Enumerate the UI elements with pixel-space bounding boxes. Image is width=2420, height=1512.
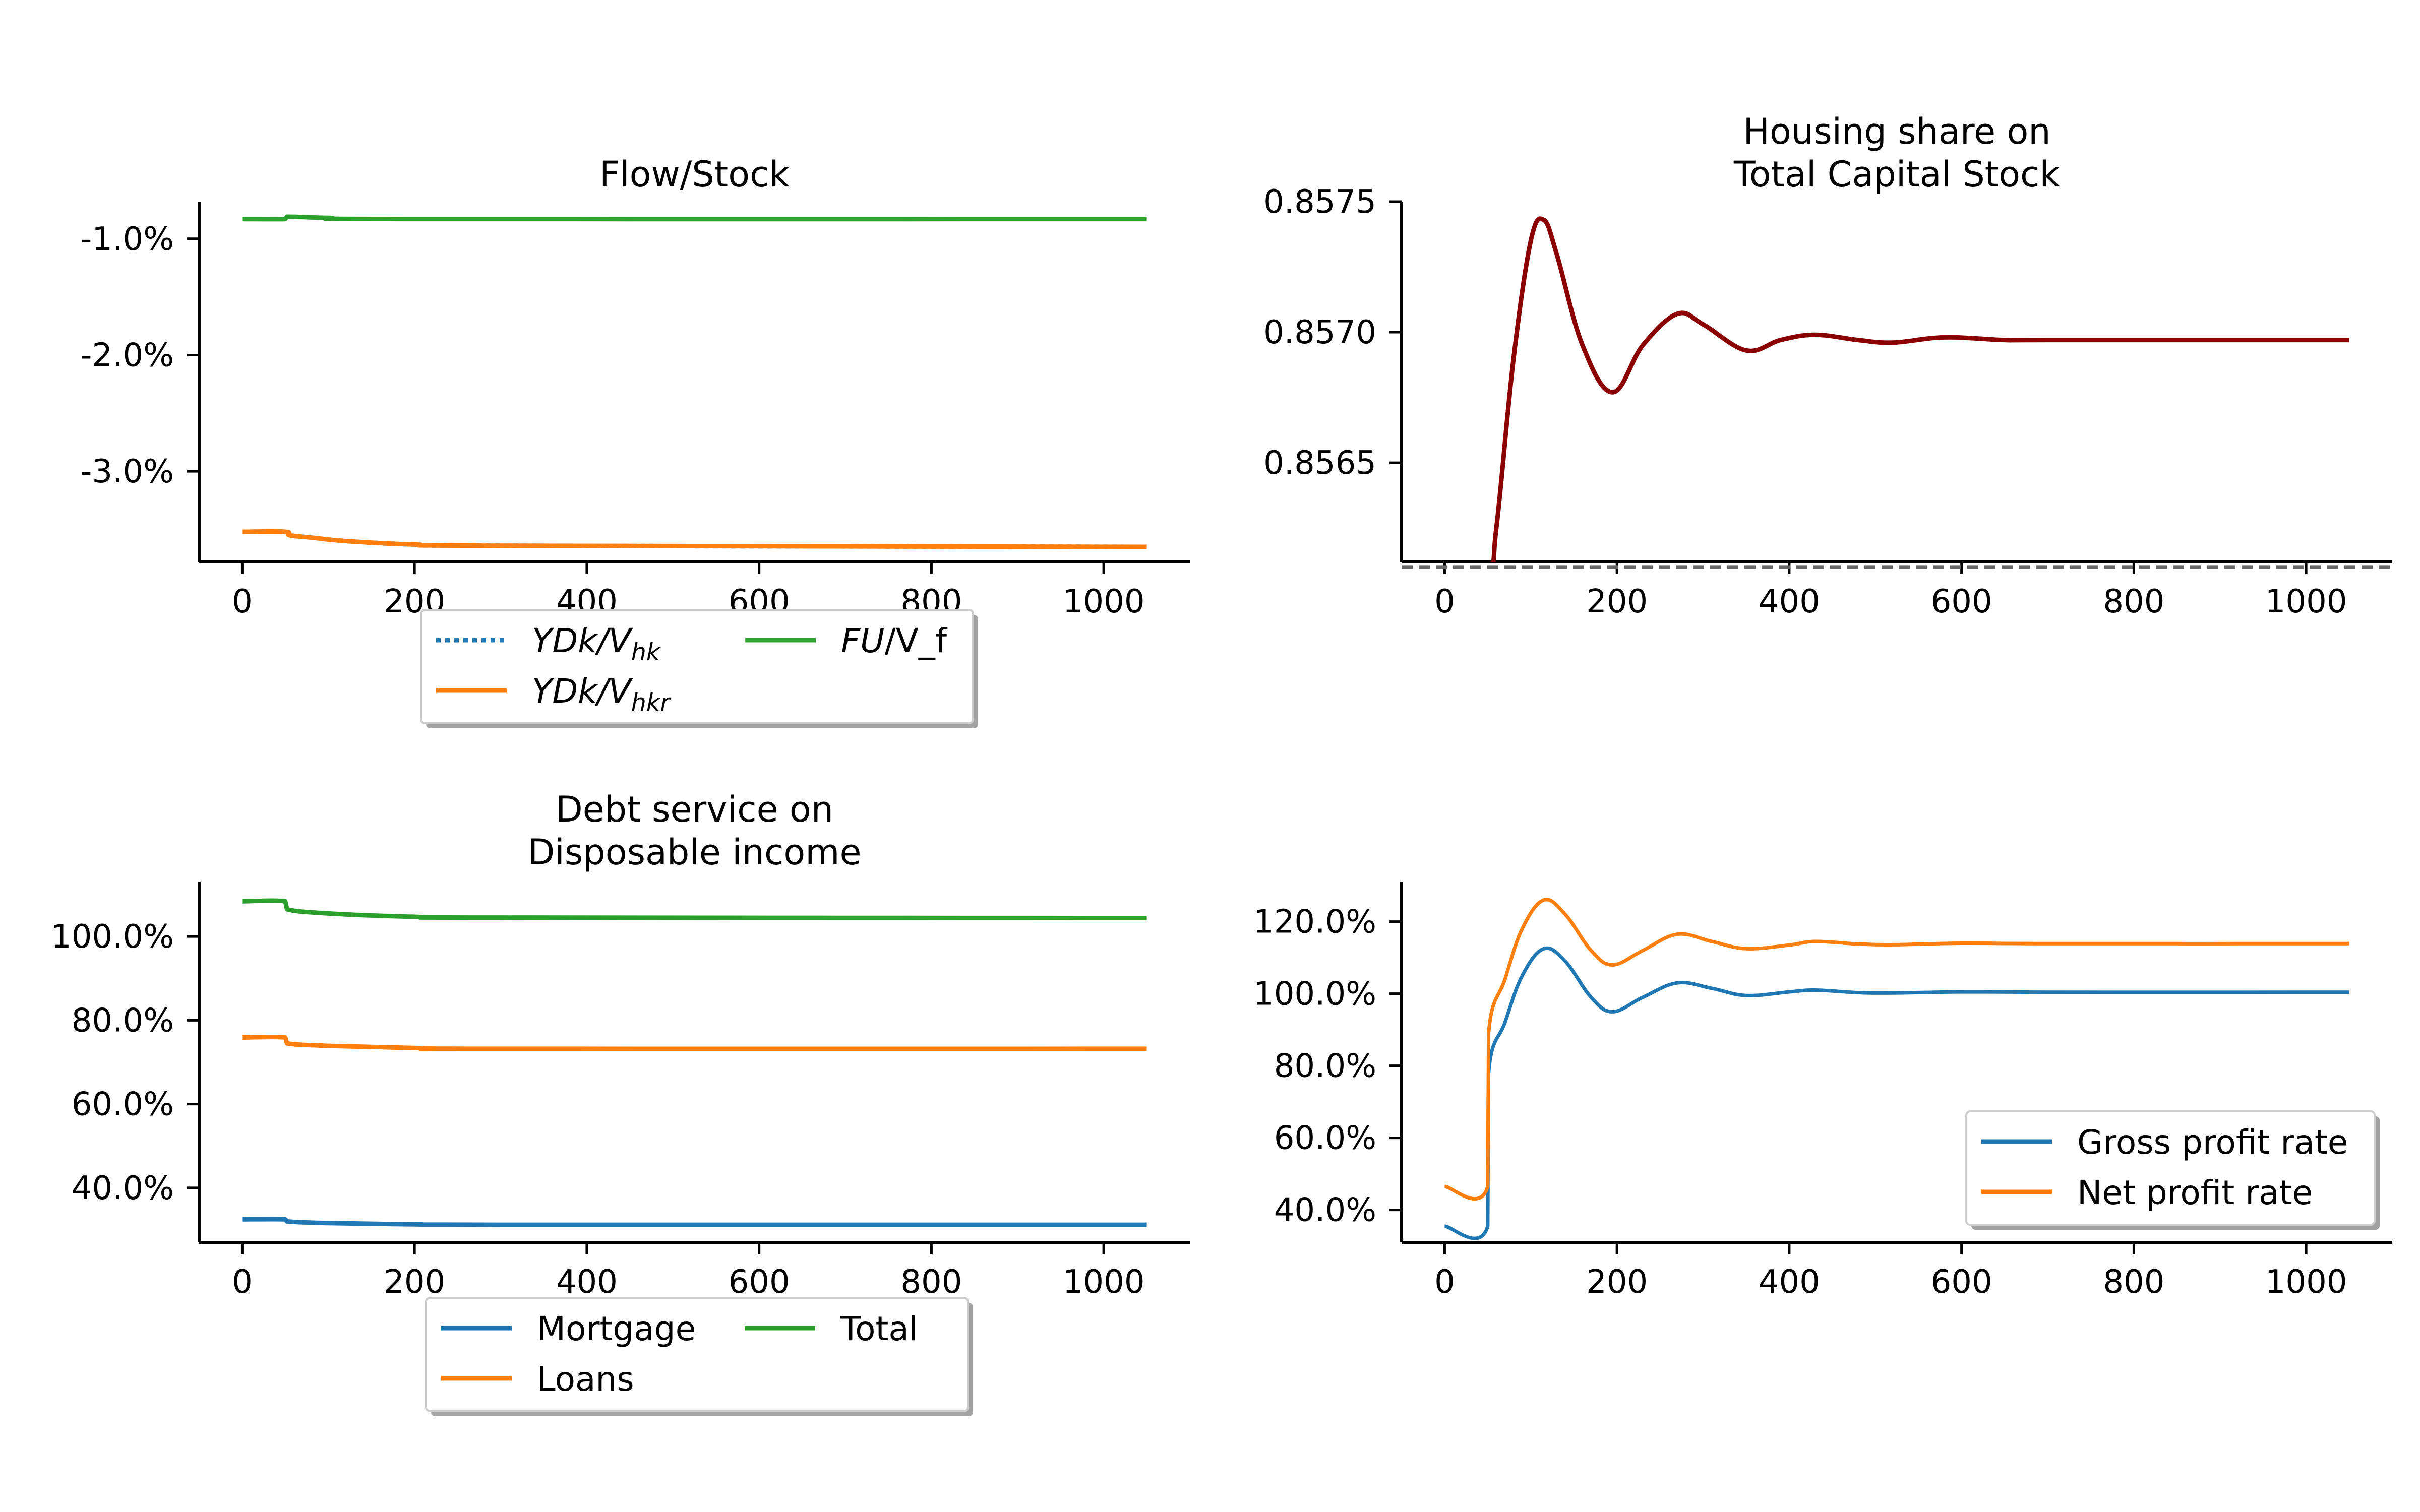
y-tick-label: 40.0% [72,1170,174,1207]
y-tick-label: 60.0% [1274,1120,1376,1157]
x-tick-label: 800 [2103,1264,2164,1301]
legend-frame [1965,1110,2376,1226]
subplot-housing-share: 0 200 400 600 800 1000 0.8575 0.8570 0.8565 Housi… [1263,111,2392,620]
legend-frame [425,1297,969,1412]
x-tick-label: 400 [1759,583,1820,620]
chart-title: Total Capital Stock [1733,154,2061,195]
y-tick-label: 60.0% [72,1086,174,1123]
y-tick-label: 80.0% [1274,1048,1376,1085]
legend: YDk/Vhk YDk/Vhkr FU/V_f [420,609,978,728]
x-tick-label: 1000 [1063,583,1145,620]
series-line-0 [1444,946,2349,1240]
legend-label: YDk/Vhkr [532,672,671,717]
x-tick-label: 600 [729,1264,790,1301]
series-line-1 [242,1035,1147,1051]
subplot-flow-stock: 0 200 400 600 800 1000-1.0%-2.0%-3.0%Flow/Sto… [80,154,1190,728]
x-tick-label: 1000 [1063,1264,1145,1301]
y-tick-label: 100.0% [51,918,174,956]
series-line-2 [242,214,1147,222]
legend-label: Total [840,1309,918,1348]
x-tick-label: 0 [232,583,253,620]
series-line-2 [242,898,1147,920]
x-tick-label: 0 [232,1264,253,1301]
y-tick-label: 100.0% [1253,976,1376,1013]
chart-title: Debt service on [556,789,833,830]
x-tick-label: 200 [384,1264,445,1301]
legend-label: Net profit rate [2077,1173,2313,1212]
y-tick-label: 0.8565 [1263,445,1376,482]
chart-title: Flow/Stock [599,154,790,195]
x-tick-label: 0 [1434,583,1455,620]
y-tick-label: 80.0% [72,1002,174,1039]
series-line-1 [1444,898,2349,1201]
legend: Gross profit rate Net profit rate [1965,1110,2380,1230]
series-line-1 [242,529,1147,549]
y-tick-label: 0.8575 [1263,183,1376,221]
x-tick-label: 200 [1586,583,1648,620]
x-tick-label: 1000 [2265,583,2347,620]
x-tick-label: 800 [900,1264,962,1301]
legend: Mortgage Loans Total [425,1297,973,1416]
x-tick-label: 600 [1931,1264,1992,1301]
legend-label: FU/V_f [841,621,948,660]
series-line-0 [242,1217,1147,1227]
legend-label: YDk/Vhk [532,621,661,666]
y-tick-label: 0.8570 [1263,314,1376,351]
y-tick-label: -2.0% [80,337,174,374]
y-tick-label: 120.0% [1253,904,1376,941]
legend-frame [420,609,974,724]
x-tick-label: 200 [1586,1264,1648,1301]
subplot-debt-service: 0 200 400 600 800 1000 100.0% 80.0% 60.0% 40.0% De… [51,789,1190,1416]
chart-title: Housing share on [1743,111,2050,152]
x-tick-label: 0 [1434,1264,1455,1301]
legend-label: Mortgage [537,1309,696,1348]
subplot-profit-rate: 0 200 400 600 800 1000 120.0% 100.0% 80.0% 60.0% 4… [1253,882,2392,1301]
y-tick-label: 40.0% [1274,1192,1376,1229]
series-line-0 [1490,216,2349,562]
subplot-grid: 0 200 400 600 800 1000 -1.0% -2.0% -3.0% Flow/Sto… [51,111,2392,1416]
x-tick-label: 800 [2103,583,2164,620]
legend-label: Loans [537,1360,634,1399]
x-tick-label: 600 [1931,583,1992,620]
legend-label: Gross profit rate [2077,1123,2348,1162]
x-tick-label: 1000 [2265,1264,2347,1301]
y-tick-label: -1.0% [80,221,174,258]
x-tick-label: 400 [1759,1264,1820,1301]
y-tick-label: -3.0% [80,453,174,490]
x-tick-label: 400 [556,1264,618,1301]
chart-title: Disposable income [527,832,861,873]
